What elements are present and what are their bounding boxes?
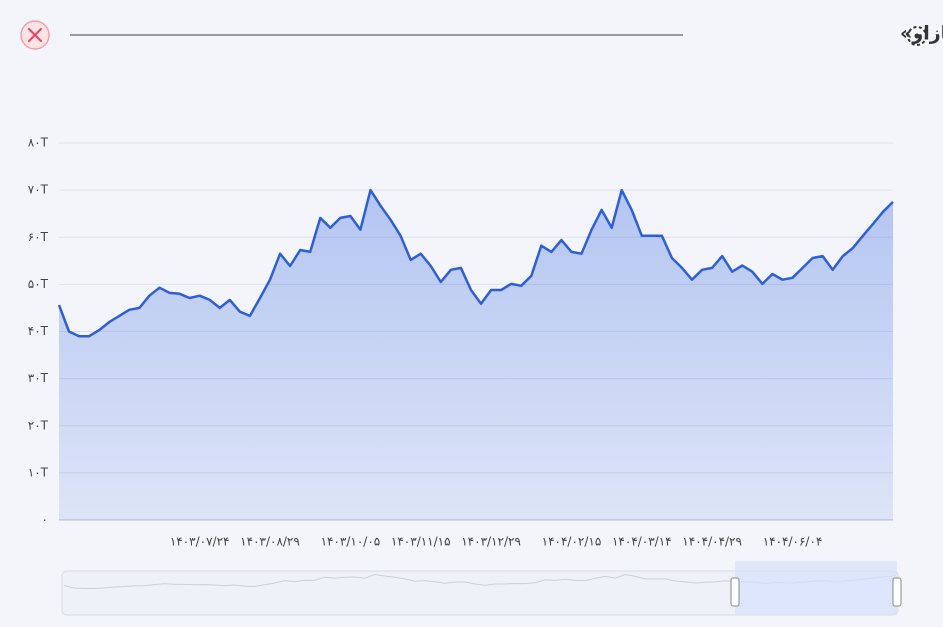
y-tick-label: ۷۰T [28, 183, 49, 197]
y-tick-label: ۲۰T [28, 418, 49, 432]
navigator [61, 561, 902, 616]
x-tick-label: ۱۴۰۳/۰۷/۲۴ [170, 535, 230, 549]
x-tick-label: ۱۴۰۴/۰۳/۱۴ [612, 535, 672, 549]
y-tick-label: ۴۰T [28, 324, 49, 338]
close-button[interactable] [20, 20, 50, 50]
x-tick-label: ۱۴۰۳/۰۸/۲۹ [240, 535, 300, 549]
navigator-handle[interactable] [730, 577, 740, 607]
y-tick-label: ۰ [42, 513, 48, 527]
plot: ۰ ۱۰T ۲۰T ۳۰T ۴۰T ۵۰T ۶۰T ۷۰T ۸۰T ۱۴۰۳/۰۷/۲۴ ۱۴۰۳/… [28, 136, 894, 549]
line [57, 188, 894, 338]
y-tick-label: ۵۰T [28, 277, 49, 291]
x-tick-label: ۱۴۰۴/۰۴/۲۹ [682, 535, 742, 549]
x-tick-label: ۱۴۰۴/۰۶/۰۴ [763, 535, 823, 549]
y-tick-label: ۸۰T [28, 136, 49, 150]
title-icon [907, 26, 927, 46]
chart-title: تاریخچه «ارزش بازار» [900, 23, 943, 45]
y-tick-label: ۶۰T [28, 230, 49, 244]
x-tick-label: ۱۴۰۳/۱۰/۰۵ [321, 535, 381, 549]
y-tick-label: ۱۰T [28, 465, 49, 479]
x-tick-label: ۱۴۰۳/۱۱/۱۵ [391, 535, 451, 549]
navigator-handle[interactable] [892, 577, 902, 607]
y-tick-label: ۳۰T [28, 371, 49, 385]
x-tick-label: ۱۴۰۴/۰۲/۱۵ [542, 535, 602, 549]
navigator-window[interactable] [735, 561, 897, 615]
x-tick-label: ۱۴۰۳/۱۲/۲۹ [461, 535, 521, 549]
